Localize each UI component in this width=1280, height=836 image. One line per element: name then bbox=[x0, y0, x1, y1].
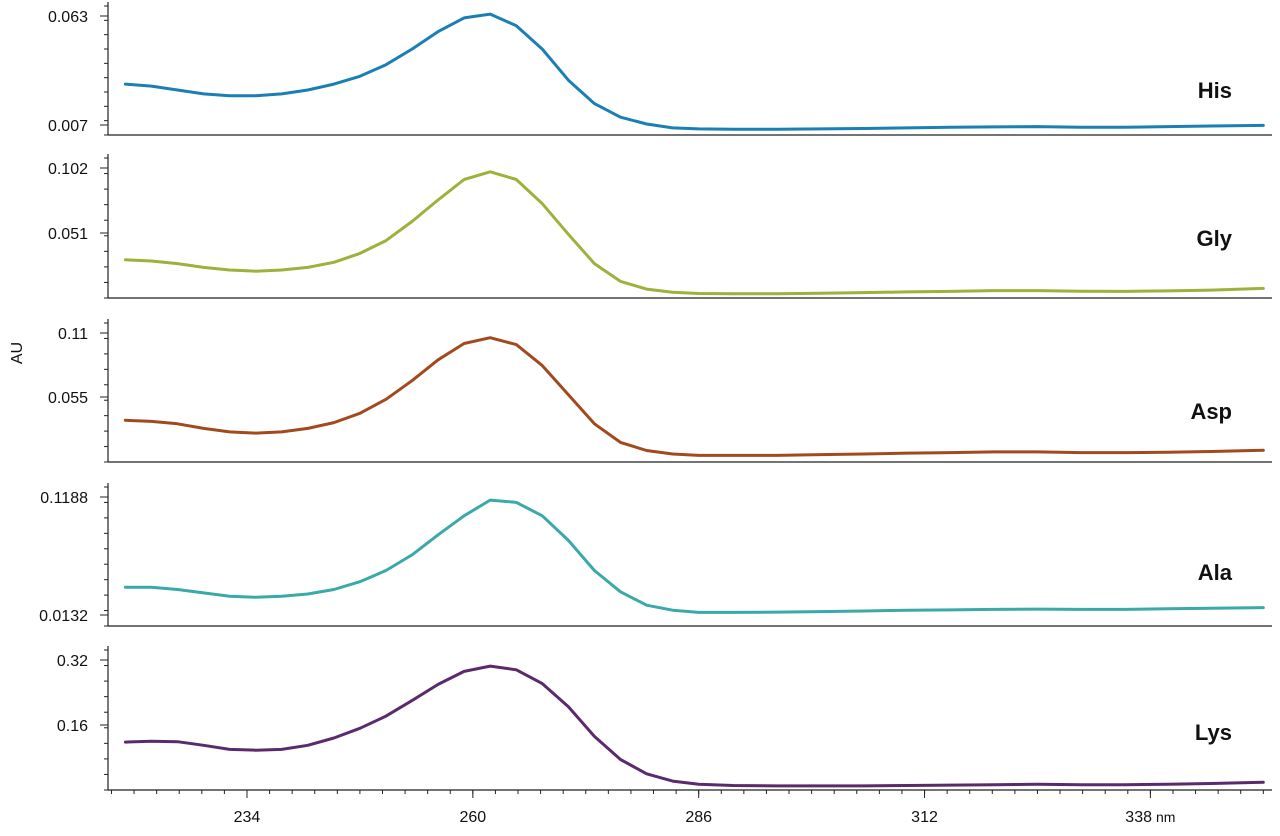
x-tick-label: 234 bbox=[234, 809, 261, 826]
x-tick-label: 338 nm bbox=[1125, 809, 1175, 826]
series-line-ala bbox=[123, 498, 1265, 614]
panel-asp: 0.11 0.055 Asp bbox=[48, 319, 1272, 463]
panel-gly: 0.102 0.051 Gly bbox=[48, 154, 1272, 299]
y-tick-label: 0.11 bbox=[58, 326, 88, 343]
series-line-his bbox=[123, 12, 1265, 131]
y-tick-label: 0.32 bbox=[57, 653, 88, 670]
x-unit-label: nm bbox=[1156, 809, 1175, 825]
series-label-gly: Gly bbox=[1197, 226, 1233, 251]
y-tick-label: 0.16 bbox=[57, 718, 88, 735]
y-tick-label: 0.007 bbox=[48, 118, 88, 135]
panel-ala: 0.1188 0.0132 Ala bbox=[39, 483, 1272, 627]
series-line-gly bbox=[123, 170, 1265, 296]
panel-his: 0.063 0.007 His bbox=[48, 2, 1272, 136]
series-label-lys: Lys bbox=[1195, 720, 1232, 745]
y-tick-label: 0.102 bbox=[48, 161, 88, 178]
series-line-lys bbox=[123, 664, 1265, 788]
x-tick-label: 286 bbox=[685, 809, 712, 826]
y-tick-label: 0.055 bbox=[48, 390, 88, 407]
series-label-his: His bbox=[1198, 78, 1232, 103]
y-tick-label: 0.063 bbox=[48, 9, 88, 26]
x-tick-label: 312 bbox=[911, 809, 938, 826]
series-line-asp bbox=[123, 336, 1265, 457]
panel-lys: 0.32 0.16 Lys bbox=[57, 646, 1272, 791]
y-tick-label: 0.051 bbox=[48, 226, 88, 243]
x-axis: 234 260 286 312 338 nm bbox=[110, 790, 1264, 826]
series-label-ala: Ala bbox=[1198, 560, 1233, 585]
y-tick-label: 0.1188 bbox=[40, 490, 88, 507]
y-tick-label: 0.0132 bbox=[39, 608, 88, 625]
x-tick-label: 260 bbox=[459, 809, 486, 826]
y-axis-label: AU bbox=[9, 342, 26, 364]
series-label-asp: Asp bbox=[1190, 399, 1232, 424]
